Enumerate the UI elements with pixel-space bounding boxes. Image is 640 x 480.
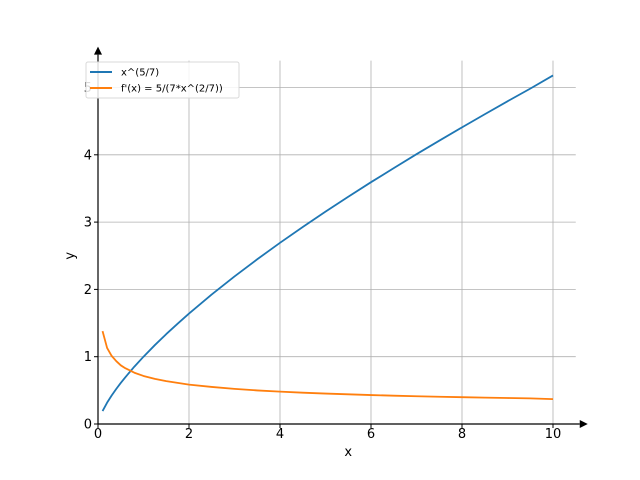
y-tick-label-2: 2 xyxy=(84,283,92,298)
x-tick-label-3: 6 xyxy=(367,427,375,442)
legend-label-series-1: f'(x) = 5/(7*x^(2/7)) xyxy=(121,84,223,95)
axes xyxy=(94,46,588,428)
x-axis-label: x xyxy=(344,445,352,460)
series-line-0 xyxy=(101,74,554,412)
x-axis-arrow xyxy=(579,420,588,428)
y-tick-label-4: 4 xyxy=(84,148,92,163)
x-tick-label-5: 10 xyxy=(545,427,562,442)
series-line-1 xyxy=(101,330,554,400)
legend-box xyxy=(85,61,240,99)
y-tick-label-0: 0 xyxy=(84,418,92,433)
x-tick-label-0: 0 xyxy=(94,427,102,442)
x-tick-label-1: 2 xyxy=(185,427,193,442)
y-axis-label: y xyxy=(63,252,78,260)
series-layer xyxy=(101,74,554,412)
legend: x^(5/7) f'(x) = 5/(7*x^(2/7)) xyxy=(85,61,240,99)
x-tick-label-2: 4 xyxy=(276,427,284,442)
legend-label-series-0: x^(5/7) xyxy=(121,68,159,79)
y-tick-label-1: 1 xyxy=(84,350,92,365)
y-tick-label-3: 3 xyxy=(84,216,92,231)
grid xyxy=(98,60,576,424)
ticks: 0246810012345 xyxy=(84,81,562,442)
y-axis-arrow xyxy=(94,46,102,55)
x-tick-label-4: 8 xyxy=(458,427,466,442)
